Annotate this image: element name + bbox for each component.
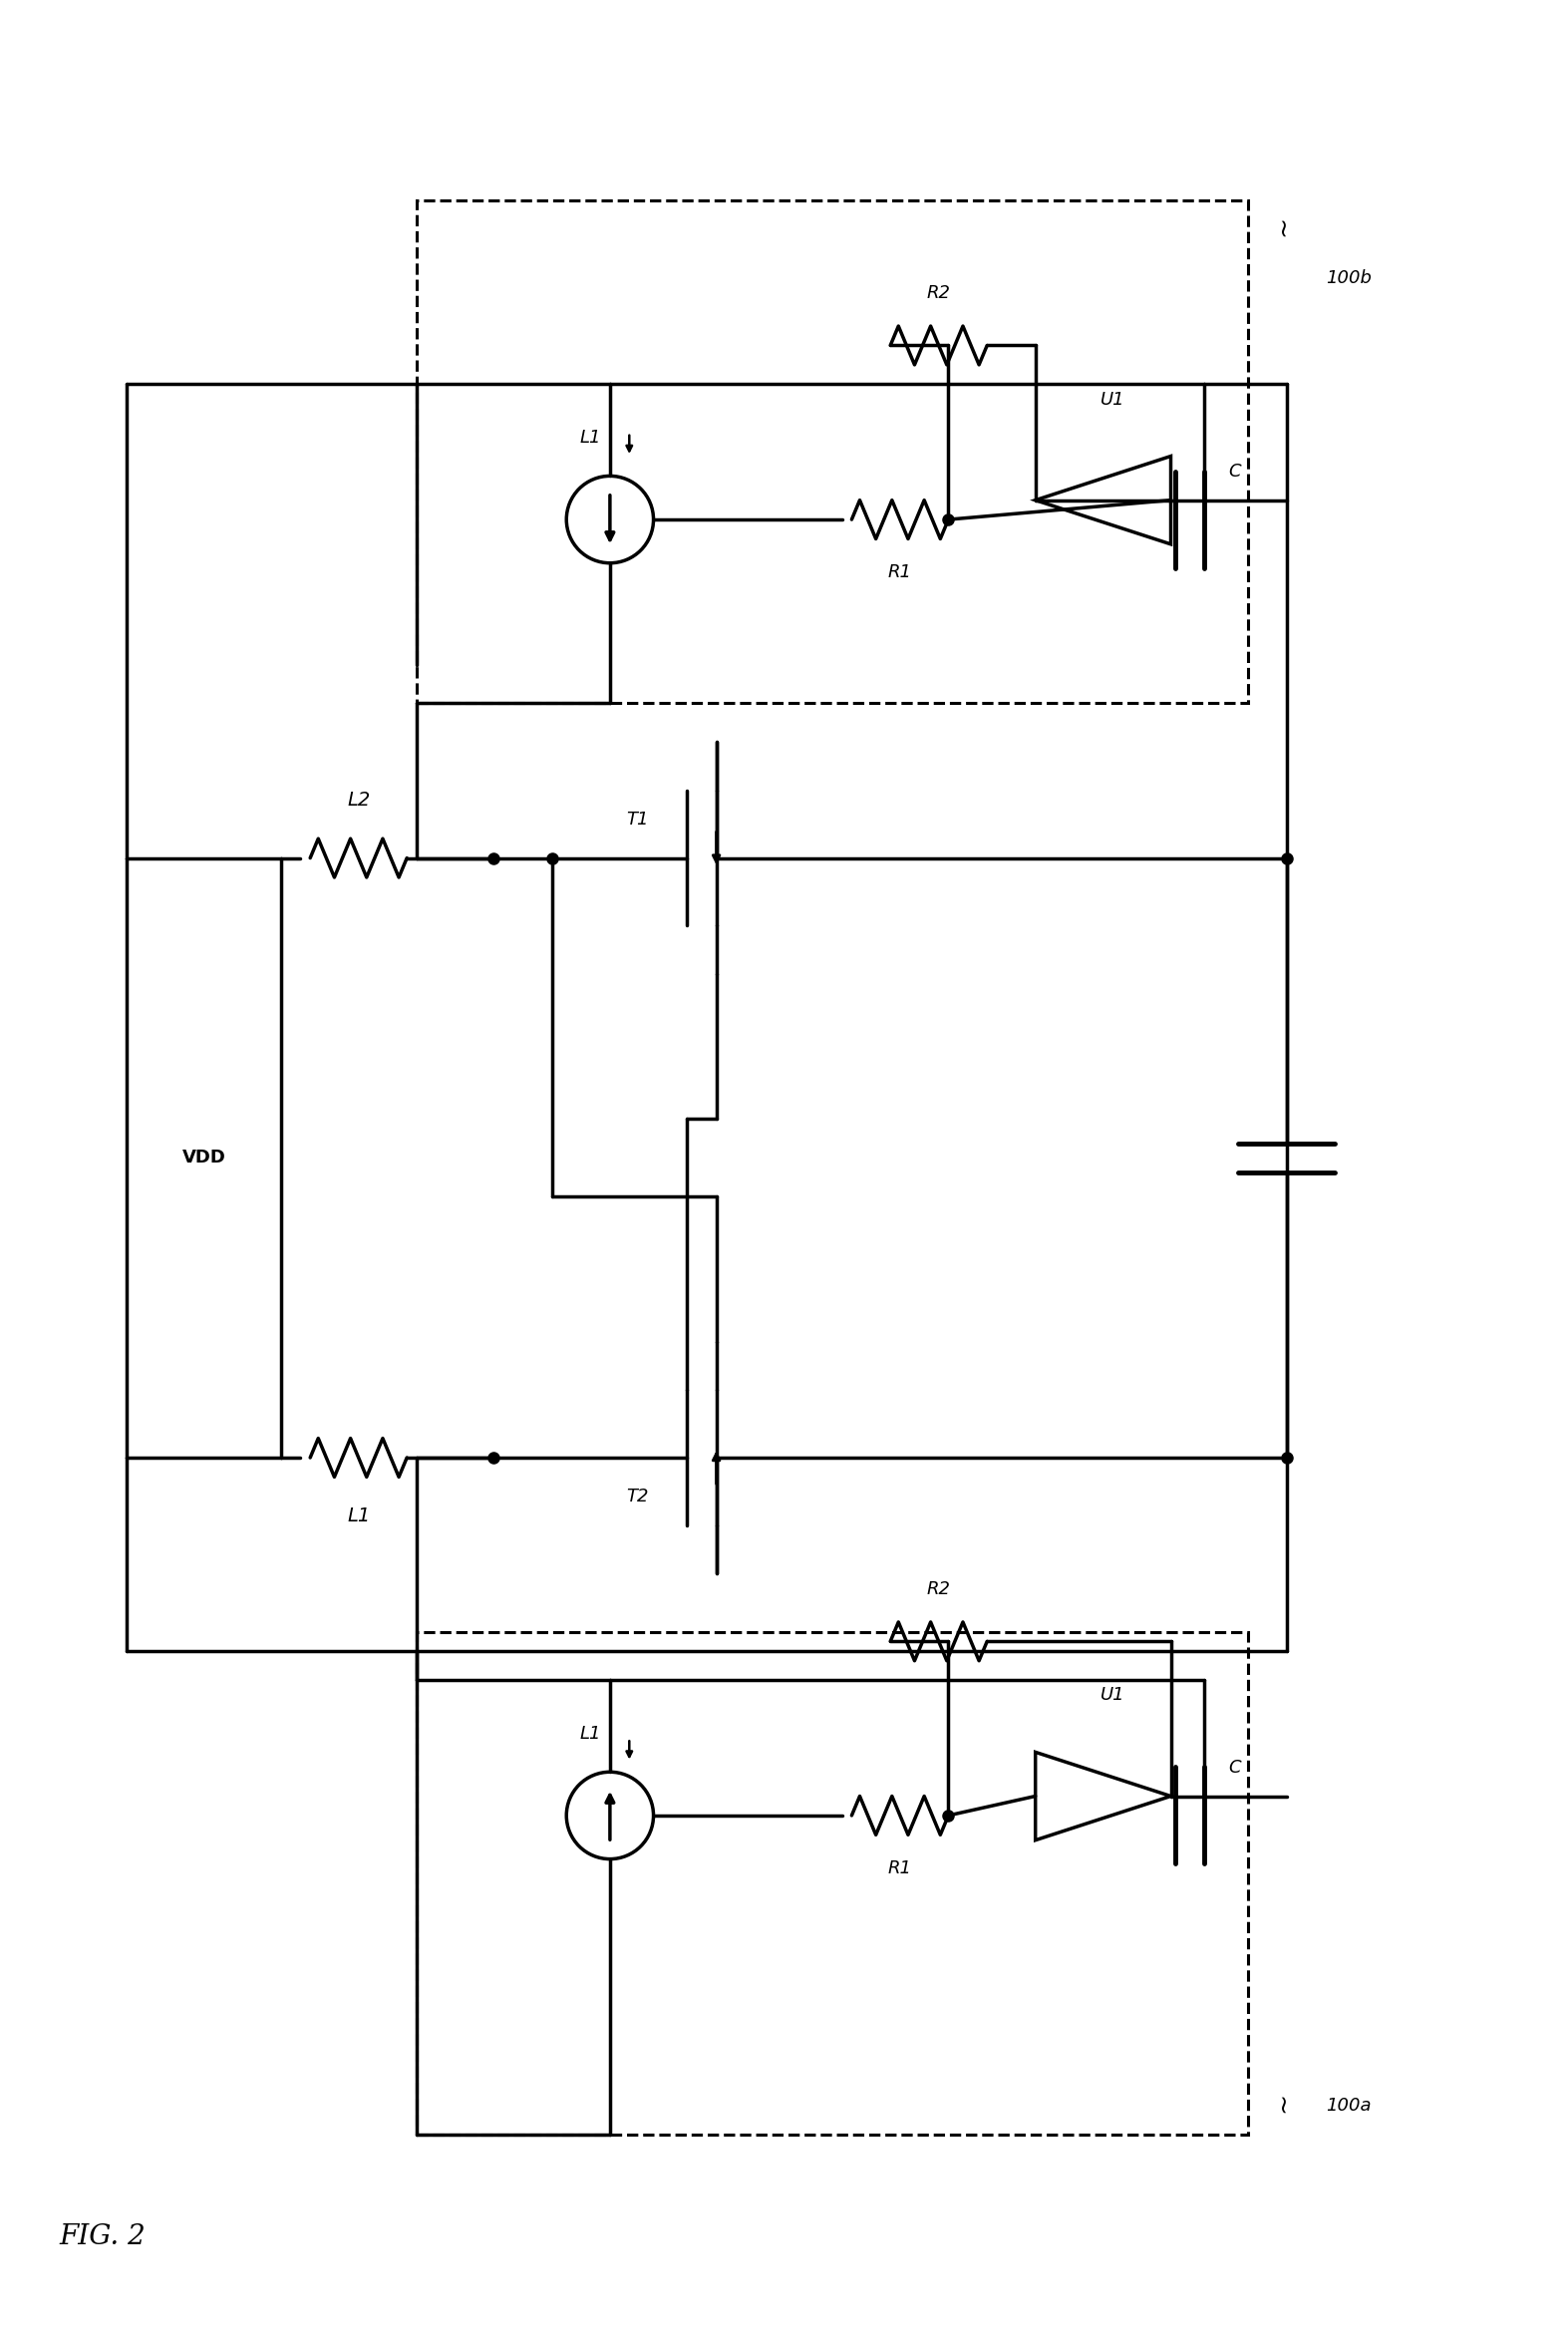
Text: R1: R1 xyxy=(887,1859,913,1877)
Bar xyxy=(417,201,1248,703)
Text: T1: T1 xyxy=(626,810,649,829)
Text: R2: R2 xyxy=(927,1581,950,1597)
Text: T2: T2 xyxy=(626,1487,649,1506)
Text: U1: U1 xyxy=(1101,1686,1126,1705)
Text: C: C xyxy=(1229,1758,1242,1777)
Text: ~: ~ xyxy=(1267,219,1292,241)
Text: C: C xyxy=(1229,462,1242,481)
Text: L1: L1 xyxy=(580,1726,601,1742)
Text: L1: L1 xyxy=(580,430,601,446)
Text: 100b: 100b xyxy=(1325,269,1372,287)
Text: 100a: 100a xyxy=(1325,2097,1370,2116)
Text: ~: ~ xyxy=(1267,2094,1292,2116)
Text: U1: U1 xyxy=(1101,390,1126,409)
Text: L1: L1 xyxy=(347,1506,370,1525)
Bar xyxy=(417,1632,1248,2134)
Text: VDD: VDD xyxy=(182,1149,226,1168)
Text: R2: R2 xyxy=(927,285,950,301)
Text: R1: R1 xyxy=(887,563,913,581)
Text: FIG. 2: FIG. 2 xyxy=(58,2223,146,2251)
Text: L2: L2 xyxy=(347,792,370,810)
